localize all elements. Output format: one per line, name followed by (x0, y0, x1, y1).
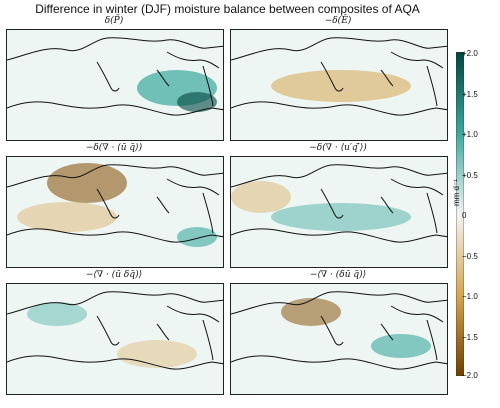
coastline (7, 291, 223, 315)
colorbar-tick: −1.0 (462, 292, 478, 301)
coastline (7, 37, 223, 61)
coastline (426, 319, 438, 361)
coastline (7, 101, 223, 116)
coastline (202, 192, 214, 234)
anomaly-shading (177, 227, 217, 247)
coastline (96, 315, 120, 346)
colorbar-unit-label: mm d⁻¹ (452, 179, 461, 206)
map-panel-c (6, 156, 224, 268)
coastline (96, 188, 120, 219)
colorbar-tick: −1.5 (462, 333, 478, 342)
coastline (320, 188, 344, 219)
anomaly-shading (27, 302, 87, 326)
coastline (166, 178, 220, 196)
coastline (426, 65, 438, 107)
colorbar-tick: 0 (462, 211, 467, 220)
coastline (231, 164, 447, 188)
coastline (390, 178, 444, 196)
coastline (202, 65, 214, 107)
coastline (156, 69, 170, 87)
map-panel-f (230, 283, 448, 395)
coastline (380, 69, 394, 87)
map-panel-a (6, 29, 224, 141)
anomaly-shading (177, 92, 217, 112)
coastline (156, 196, 170, 214)
coastline (231, 355, 447, 370)
coastline (231, 101, 447, 116)
colorbar (456, 52, 464, 376)
coastline (7, 228, 223, 243)
coastline (7, 164, 223, 188)
coastline (380, 323, 394, 341)
coastline (156, 323, 170, 341)
panel-title-f: −⟨∇ · (δū q̄)⟩ (309, 270, 367, 280)
panel-title-e: −⟨∇ · (ū δq̄)⟩ (85, 270, 143, 280)
anomaly-shading (371, 334, 431, 358)
anomaly-shading (47, 163, 127, 203)
coastline (7, 355, 223, 370)
anomaly-shading (231, 181, 291, 213)
colorbar-tick: +1.0 (462, 130, 478, 139)
coastline (166, 51, 220, 69)
anomaly-shading (271, 70, 411, 102)
anomaly-shading (117, 340, 197, 368)
coastline (231, 228, 447, 243)
anomaly-shading (281, 298, 341, 326)
coastline (380, 196, 394, 214)
coastline (166, 305, 220, 323)
colorbar-tick: +1.5 (462, 90, 478, 99)
coastline (320, 61, 344, 92)
anomaly-shading (17, 202, 117, 232)
panel-title-d: −δ(∇ · ⟨u′q′̄⟩) (309, 143, 367, 153)
map-panel-b (230, 29, 448, 141)
colorbar-tick: −2.0 (462, 371, 478, 380)
coastline (231, 37, 447, 61)
panel-title-c: −δ(∇ · ⟨ū q̄⟩) (85, 143, 143, 153)
coastline (202, 319, 214, 361)
panel-title-b: −δ(Ē) (324, 16, 352, 26)
coastline (320, 315, 344, 346)
coastline (390, 305, 444, 323)
colorbar-tick: −0.5 (462, 252, 478, 261)
coastline (426, 192, 438, 234)
map-panel-d (230, 156, 448, 268)
coastline (96, 61, 120, 92)
figure-title: Difference in winter (DJF) moisture bala… (35, 2, 420, 16)
colorbar-tick: +0.5 (462, 171, 478, 180)
coastline (231, 291, 447, 315)
coastline (390, 51, 444, 69)
colorbar-tick: +2.0 (462, 49, 478, 58)
map-panel-e (6, 283, 224, 395)
panel-title-a: δ(P̄) (104, 16, 124, 26)
